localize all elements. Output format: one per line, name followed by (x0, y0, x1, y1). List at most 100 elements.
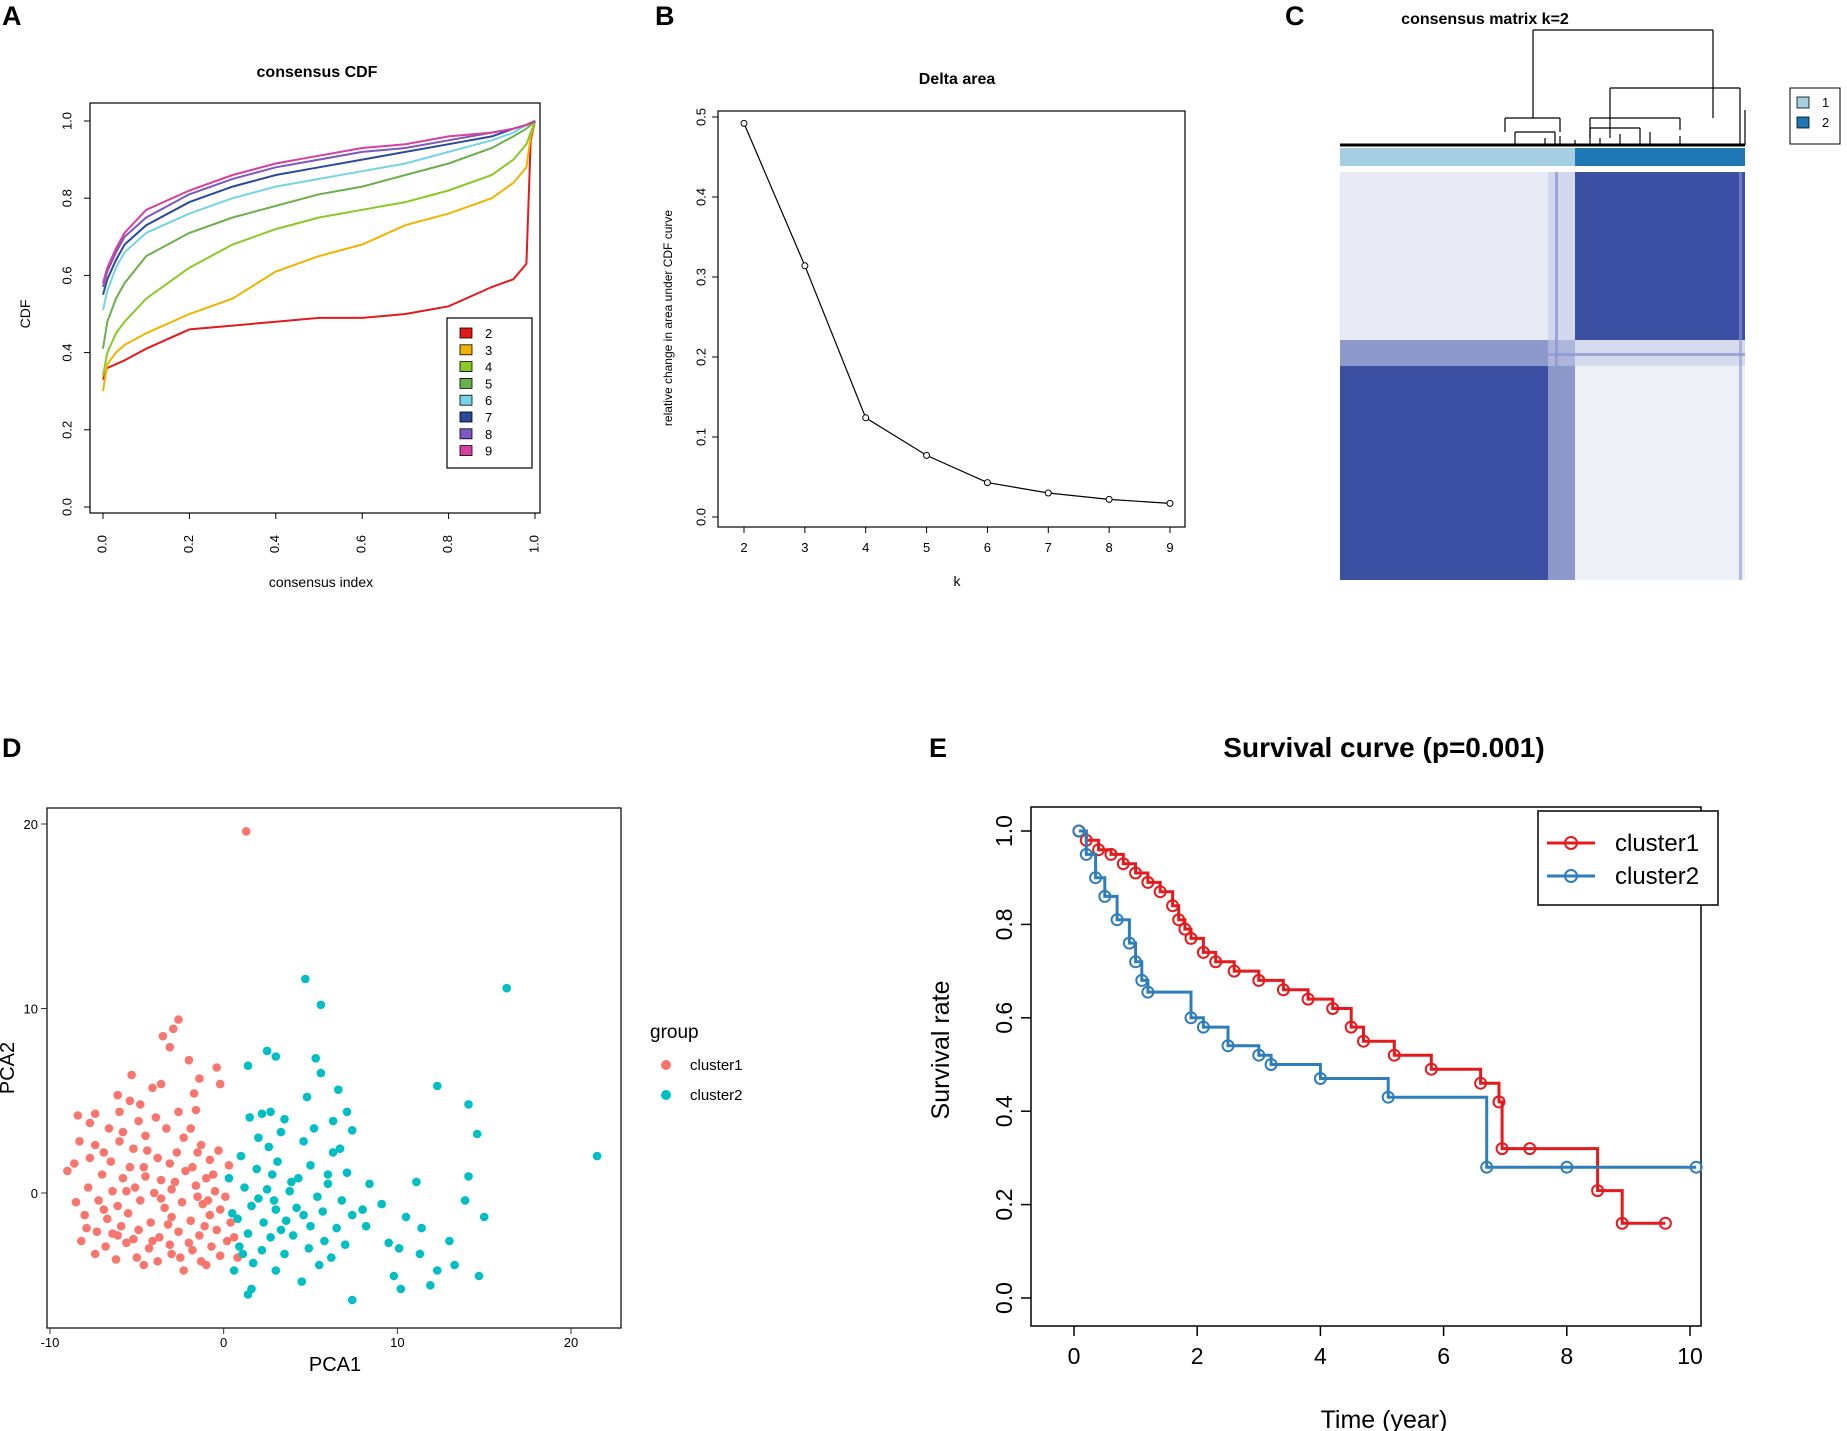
panel-d-point-cluster2 (280, 1249, 289, 1259)
panel-b-point (1044, 489, 1052, 497)
panel-a-series-lines (102, 120, 536, 392)
panel-e-y-tick-label: 0.6 (991, 1002, 1017, 1034)
panel-a-x-tick-label: 0.8 (440, 535, 455, 553)
panel-e-y-tick-label: 0.2 (991, 1189, 1017, 1221)
panel-d-point-cluster1 (139, 1260, 149, 1270)
panel-a-legend-swatch-k8 (459, 428, 473, 440)
panel-c-block-cluster2 (1575, 172, 1745, 340)
panel-d-legend-dot-cluster2 (661, 1090, 671, 1100)
panel-a-line-k4 (102, 120, 536, 376)
panel-d-point-cluster2 (294, 1173, 303, 1183)
panel-c-transition-band-v (1548, 172, 1575, 580)
panel-d-point-cluster2 (254, 1194, 263, 1203)
panel-c-legend-label-1: 1 (1822, 95, 1829, 110)
panel-b-y-tick-label: 0.0 (693, 508, 708, 526)
panel-a-legend-swatch-k3 (459, 344, 473, 356)
panel-a-legend-label-k6: 6 (485, 393, 492, 408)
panel-b-x-axis: 2 3 4 5 6 7 8 9 (740, 527, 1174, 555)
panel-d-point-cluster1 (148, 1083, 157, 1093)
panel-b-x-label: k (954, 573, 962, 589)
panel-c-block-cluster1 (1340, 340, 1575, 580)
panel-c-annotation-cluster2 (1575, 148, 1745, 166)
panel-e-censor-mark-cluster1 (1658, 1216, 1672, 1230)
panel-a-x-tick-label: 0.6 (354, 535, 369, 553)
panel-d-point-cluster1 (193, 1192, 202, 1201)
panel-e-x-label: Time (year) (1321, 1406, 1448, 1431)
panel-e-censor-mark-cluster2 (1072, 824, 1086, 838)
panel-d-point-cluster1 (176, 1253, 185, 1262)
panel-d-x-label: PCA1 (309, 1354, 361, 1376)
panel-d-point-cluster1 (85, 1153, 95, 1163)
panel-d-point-cluster1 (184, 1238, 194, 1248)
panel-d-legend-label-cluster1: cluster1 (690, 1057, 743, 1074)
panel-d-point-cluster2 (287, 1177, 296, 1187)
panel-b-plot-frame (717, 110, 1186, 528)
panel-d-point-cluster1 (92, 1227, 102, 1236)
panel-a-line-k9 (102, 120, 536, 284)
panel-d-y-tick-label: 20 (24, 817, 38, 832)
panel-a-x-label: consensus index (269, 574, 373, 590)
panel-b-x-tick-label: 8 (1106, 540, 1113, 555)
panel-e-censor-mark-cluster2 (1089, 871, 1103, 885)
panel-d-point-cluster1 (207, 1242, 216, 1251)
panel-c-annotation-cluster1 (1340, 148, 1575, 166)
panel-d-point-cluster2 (302, 1092, 312, 1102)
panel-d-point-cluster1 (181, 1166, 190, 1176)
panel-d-point-cluster2 (592, 1151, 602, 1161)
panel-e-censor-mark-cluster2 (1560, 1160, 1574, 1174)
panel-b-x-tick-label: 4 (862, 540, 869, 555)
panel-d-point-cluster2 (323, 1179, 333, 1189)
panel-e-censor-mark-cluster2 (1264, 1058, 1278, 1071)
panel-d-point-cluster1 (208, 1170, 218, 1179)
panel-e-x-tick-label: 10 (1677, 1343, 1703, 1369)
panel-d-point-cluster2 (445, 1236, 454, 1246)
panel-e-curves (1072, 824, 1703, 1230)
panel-d-point-cluster1 (174, 1227, 183, 1236)
panel-d-point-cluster1 (160, 1203, 169, 1213)
panel-b-point (740, 119, 748, 127)
panel-d-point-cluster2 (464, 1100, 473, 1109)
panel-d-point-cluster1 (70, 1159, 79, 1168)
panel-d-point-cluster2 (328, 1148, 338, 1157)
panel-d-point-cluster2 (243, 1061, 253, 1070)
panel-a-legend: 2 3 45 6 7 8 9 (459, 326, 492, 459)
panel-e-censor-mark-cluster1 (1357, 1034, 1370, 1048)
panel-e-x-tick-label: 8 (1560, 1343, 1573, 1369)
panel-b-y-label: relative change in area under CDF curve (661, 210, 675, 426)
panel-a-plot-frame (89, 102, 541, 514)
panel-d-point-cluster2 (285, 1186, 295, 1196)
panel-e-censor-mark-cluster1 (1166, 899, 1180, 913)
panel-d-point-cluster1 (191, 1181, 201, 1190)
panel-d-point-cluster1 (167, 1212, 176, 1222)
panel-d-point-cluster2 (417, 1223, 426, 1233)
panel-e-y-tick-label: 0.0 (991, 1282, 1017, 1314)
panel-d-point-cluster2 (247, 1201, 256, 1211)
panel-d-point-cluster1 (97, 1170, 107, 1179)
panel-d-point-cluster1 (148, 1236, 157, 1246)
panel-d-point-cluster1 (215, 1251, 225, 1260)
panel-b-y-tick-label: 0.4 (693, 188, 708, 206)
panel-d-point-cluster2 (426, 1281, 435, 1290)
panel-b-point (1166, 499, 1174, 507)
panel-d-point-cluster1 (129, 1144, 138, 1153)
panel-d-point-cluster1 (90, 1249, 100, 1259)
panel-a-legend-label-k5: 5 (485, 376, 492, 391)
panel-e-y-tick-label: 0.8 (991, 908, 1017, 940)
panel-d-point-cluster2 (248, 1258, 258, 1268)
panel-d-point-cluster1 (115, 1137, 124, 1146)
panel-e-censor-mark-cluster1 (1523, 1142, 1537, 1156)
panel-d-point-cluster1 (167, 1185, 176, 1194)
panel-d-point-cluster2 (301, 974, 310, 984)
panel-d-point-cluster1 (80, 1210, 89, 1220)
panel-d-point-cluster2 (271, 1266, 281, 1275)
panel-d-point-cluster1 (146, 1218, 155, 1227)
panel-d-point-cluster1 (113, 1090, 122, 1100)
panel-e-censor-mark-cluster2 (1196, 1020, 1210, 1034)
panel-d-point-cluster1 (63, 1166, 72, 1176)
panel-d-x-tick-label: 20 (564, 1335, 578, 1350)
panel-e-censor-mark-cluster2 (1313, 1072, 1327, 1085)
panel-d-point-cluster1 (170, 1177, 180, 1187)
panel-d-point-cluster2 (316, 1000, 326, 1010)
panel-e-censor-mark-cluster1 (1344, 1020, 1358, 1034)
